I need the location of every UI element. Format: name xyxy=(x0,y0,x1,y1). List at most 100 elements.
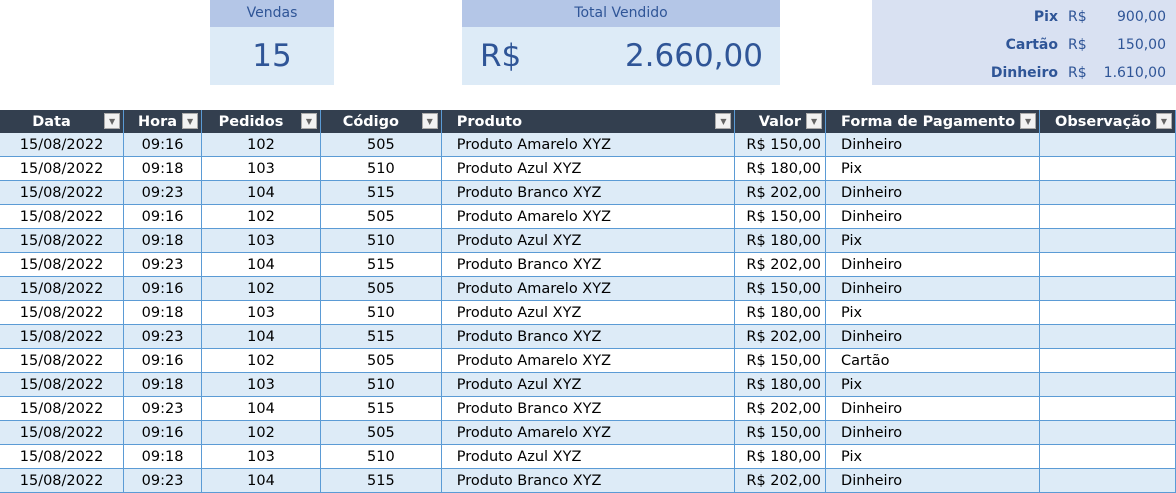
filter-dropdown-icon[interactable]: ▼ xyxy=(104,113,121,129)
table-cell[interactable]: Dinheiro xyxy=(825,276,1041,301)
table-cell[interactable]: 09:16 xyxy=(123,133,203,157)
table-cell[interactable]: Produto Branco XYZ xyxy=(441,252,736,277)
table-cell[interactable]: Pix xyxy=(825,228,1041,253)
column-header[interactable]: Produto ▼ xyxy=(441,110,736,133)
table-cell[interactable]: Pix xyxy=(825,300,1041,325)
table-cell[interactable]: Produto Azul XYZ xyxy=(441,228,736,253)
table-cell[interactable] xyxy=(1039,204,1176,229)
table-cell[interactable]: Produto Amarelo XYZ xyxy=(441,348,736,373)
table-cell[interactable]: Cartão xyxy=(825,348,1041,373)
table-cell[interactable]: 102 xyxy=(201,348,321,373)
table-cell[interactable]: Dinheiro xyxy=(825,324,1041,349)
table-cell[interactable]: Dinheiro xyxy=(825,204,1041,229)
table-cell[interactable]: 515 xyxy=(320,396,442,421)
column-header[interactable]: Observação ▼ xyxy=(1039,110,1176,133)
table-cell[interactable]: Dinheiro xyxy=(825,133,1041,157)
table-cell[interactable]: 09:16 xyxy=(123,348,203,373)
table-cell[interactable]: 104 xyxy=(201,252,321,277)
table-cell[interactable]: Produto Azul XYZ xyxy=(441,372,736,397)
table-cell[interactable]: Dinheiro xyxy=(825,252,1041,277)
table-cell[interactable]: R$ 180,00 xyxy=(734,372,827,397)
column-header[interactable]: Data ▼ xyxy=(0,110,125,133)
table-cell[interactable]: R$ 150,00 xyxy=(734,420,827,445)
table-cell[interactable]: Dinheiro xyxy=(825,468,1041,493)
table-cell[interactable]: 15/08/2022 xyxy=(0,204,125,229)
table-cell[interactable]: R$ 202,00 xyxy=(734,396,827,421)
table-cell[interactable]: 15/08/2022 xyxy=(0,133,125,157)
table-cell[interactable] xyxy=(1039,396,1176,421)
table-cell[interactable]: 515 xyxy=(320,180,442,205)
table-cell[interactable] xyxy=(1039,228,1176,253)
table-cell[interactable]: R$ 202,00 xyxy=(734,180,827,205)
table-cell[interactable]: 510 xyxy=(320,444,442,469)
filter-dropdown-icon[interactable]: ▼ xyxy=(806,113,823,129)
table-cell[interactable]: Dinheiro xyxy=(825,396,1041,421)
table-cell[interactable]: 09:23 xyxy=(123,468,203,493)
table-cell[interactable]: 103 xyxy=(201,228,321,253)
table-cell[interactable]: R$ 150,00 xyxy=(734,348,827,373)
column-header[interactable]: Valor ▼ xyxy=(734,110,827,133)
table-cell[interactable]: 104 xyxy=(201,180,321,205)
table-cell[interactable]: 15/08/2022 xyxy=(0,228,125,253)
table-cell[interactable]: 15/08/2022 xyxy=(0,180,125,205)
table-cell[interactable] xyxy=(1039,156,1176,181)
table-cell[interactable]: 505 xyxy=(320,133,442,157)
table-cell[interactable]: Pix xyxy=(825,156,1041,181)
column-header[interactable]: Código ▼ xyxy=(320,110,442,133)
table-cell[interactable]: 515 xyxy=(320,252,442,277)
table-cell[interactable]: Dinheiro xyxy=(825,420,1041,445)
table-cell[interactable]: R$ 202,00 xyxy=(734,252,827,277)
table-cell[interactable]: Produto Branco XYZ xyxy=(441,180,736,205)
table-cell[interactable]: 15/08/2022 xyxy=(0,468,125,493)
table-cell[interactable]: 09:16 xyxy=(123,420,203,445)
filter-dropdown-icon[interactable]: ▼ xyxy=(1020,113,1037,129)
table-cell[interactable]: 15/08/2022 xyxy=(0,252,125,277)
table-cell[interactable] xyxy=(1039,276,1176,301)
table-cell[interactable]: 15/08/2022 xyxy=(0,156,125,181)
table-cell[interactable] xyxy=(1039,324,1176,349)
table-cell[interactable]: 515 xyxy=(320,324,442,349)
table-cell[interactable]: 09:23 xyxy=(123,324,203,349)
table-cell[interactable]: 15/08/2022 xyxy=(0,396,125,421)
table-cell[interactable] xyxy=(1039,444,1176,469)
table-cell[interactable]: R$ 180,00 xyxy=(734,444,827,469)
table-cell[interactable]: 505 xyxy=(320,420,442,445)
table-cell[interactable]: 103 xyxy=(201,300,321,325)
table-cell[interactable]: R$ 180,00 xyxy=(734,156,827,181)
table-cell[interactable]: 15/08/2022 xyxy=(0,300,125,325)
table-cell[interactable]: R$ 150,00 xyxy=(734,133,827,157)
table-cell[interactable]: 09:18 xyxy=(123,372,203,397)
table-cell[interactable]: 510 xyxy=(320,228,442,253)
table-cell[interactable] xyxy=(1039,468,1176,493)
table-cell[interactable]: 102 xyxy=(201,133,321,157)
table-cell[interactable]: 09:23 xyxy=(123,252,203,277)
table-cell[interactable]: Produto Amarelo XYZ xyxy=(441,204,736,229)
table-cell[interactable]: 510 xyxy=(320,300,442,325)
table-cell[interactable] xyxy=(1039,372,1176,397)
table-cell[interactable]: 09:18 xyxy=(123,156,203,181)
table-cell[interactable]: 510 xyxy=(320,156,442,181)
table-cell[interactable]: Pix xyxy=(825,444,1041,469)
filter-dropdown-icon[interactable]: ▼ xyxy=(182,113,199,129)
column-header[interactable]: Pedidos ▼ xyxy=(201,110,321,133)
table-cell[interactable]: R$ 202,00 xyxy=(734,468,827,493)
table-cell[interactable]: Produto Branco XYZ xyxy=(441,396,736,421)
table-cell[interactable]: 09:16 xyxy=(123,204,203,229)
table-cell[interactable]: 103 xyxy=(201,372,321,397)
column-header[interactable]: Hora ▼ xyxy=(123,110,203,133)
filter-dropdown-icon[interactable]: ▼ xyxy=(421,113,438,129)
table-cell[interactable]: 102 xyxy=(201,276,321,301)
table-cell[interactable] xyxy=(1039,300,1176,325)
table-cell[interactable]: 09:18 xyxy=(123,228,203,253)
column-header[interactable]: Forma de Pagamento ▼ xyxy=(825,110,1041,133)
table-cell[interactable]: R$ 150,00 xyxy=(734,204,827,229)
filter-dropdown-icon[interactable]: ▼ xyxy=(1156,113,1172,129)
table-cell[interactable]: 515 xyxy=(320,468,442,493)
table-cell[interactable]: 15/08/2022 xyxy=(0,348,125,373)
table-cell[interactable] xyxy=(1039,420,1176,445)
table-cell[interactable]: 09:16 xyxy=(123,276,203,301)
table-cell[interactable]: 09:18 xyxy=(123,300,203,325)
table-cell[interactable]: 505 xyxy=(320,348,442,373)
table-cell[interactable]: 104 xyxy=(201,468,321,493)
filter-dropdown-icon[interactable]: ▼ xyxy=(715,113,732,129)
